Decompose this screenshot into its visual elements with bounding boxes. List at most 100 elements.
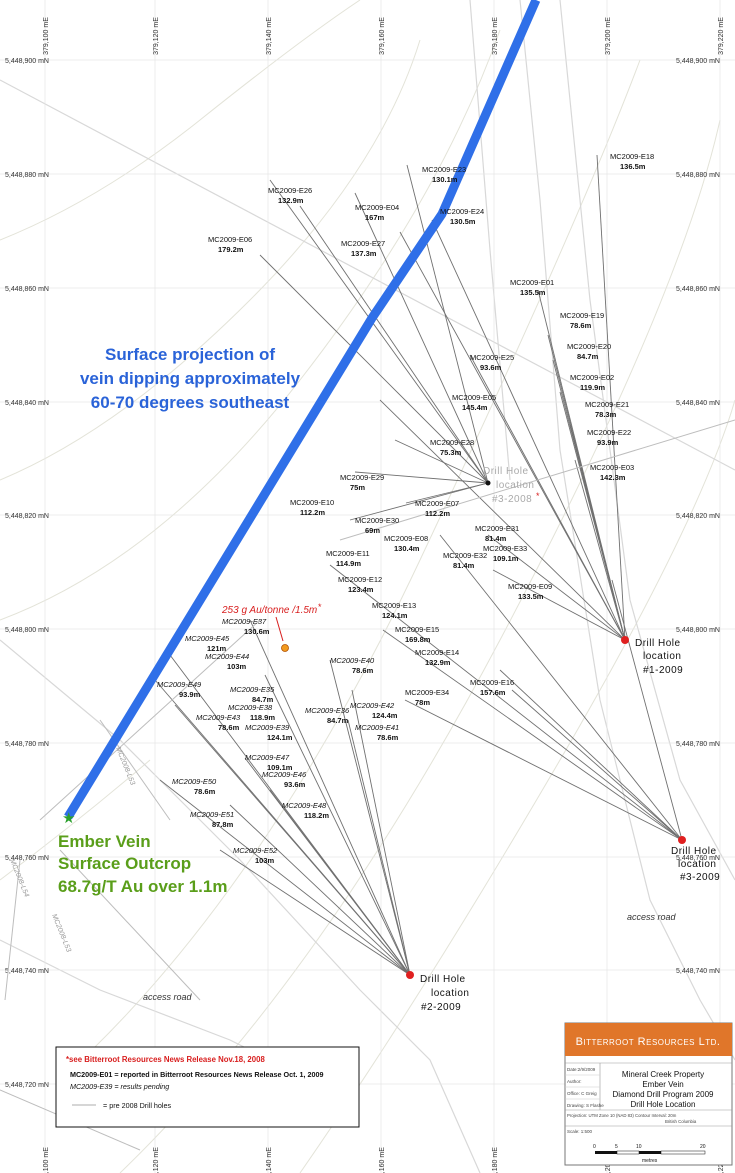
dh3-line1: Drill Hole (671, 846, 717, 857)
hole-label-length: 130.4m (394, 544, 420, 553)
dh1-line3: #1-2009 (643, 665, 683, 676)
drill-hole-location-2-2009: Drill Hole location #2-2009 (406, 971, 469, 1013)
hole-label-name: MC2009-E30 (355, 516, 399, 525)
dh3-line2: location (678, 859, 716, 870)
dh3-line3: #3-2009 (680, 872, 720, 883)
easting-label-top: 379,220 mE (718, 17, 725, 55)
pending-hole-label-name: MC2009-E42 (350, 701, 395, 710)
pending-hole-label-length: 78.6m (218, 723, 240, 732)
easting-label-top: 379,120 mE (153, 17, 160, 55)
dh2008-line2: location (496, 480, 534, 491)
dh2008-line3: #3-2008 (492, 494, 532, 505)
pending-hole-label-length: 124.4m (372, 711, 398, 720)
northing-label-left: 5,448,820 mN (5, 513, 49, 520)
outcrop-annotation: Ember Vein Surface Outcrop 68.7g/T Au ov… (58, 832, 227, 896)
pending-hole-label-length: 78.6m (352, 666, 374, 675)
easting-label-bottom: 379,140 mE (266, 1147, 273, 1173)
pending-hole-label-name: MC2009-E43 (196, 713, 241, 722)
hole-label-name: MC2009-E25 (470, 353, 514, 362)
sample-note-star: * (318, 602, 322, 612)
northing-label-right: 5,448,880 mN (676, 172, 720, 179)
tb-title-2: Ember Vein (642, 1080, 683, 1089)
pending-hole-label-length: 109.1m (267, 763, 293, 772)
tb-field-author: Author: (567, 1079, 582, 1084)
access-road-label-1: access road (627, 912, 677, 922)
hole-label-length: 109.1m (493, 554, 519, 563)
legend-box: *see Bitterroot Resources News Release N… (55, 1046, 360, 1128)
drill-hole-location-3-2008: Drill Hole location #3-2008 * (483, 466, 540, 505)
dh2-line2: location (431, 988, 469, 999)
pending-hole-label-name: MC2009-E38 (228, 703, 273, 712)
pending-hole-label-length: 124.1m (267, 733, 293, 742)
hole-label-name: MC2009-E32 (443, 551, 487, 560)
northing-label-left: 5,448,760 mN (5, 855, 49, 862)
hole-label-name: MC2009-E14 (415, 648, 459, 657)
hole-label-name: MC2009-E09 (508, 582, 552, 591)
hole-label-length: 169.8m (405, 635, 431, 644)
hole-label-length: 112.2m (300, 508, 325, 517)
pending-hole-label-name: MC2009-E44 (205, 652, 249, 661)
old-hole-label-3: MC2008-L53 (50, 913, 72, 953)
hole-label-name: MC2009-E05 (452, 393, 496, 402)
pending-hole-label-name: MC2009-E39 (245, 723, 290, 732)
easting-label-top: 379,100 mE (43, 17, 50, 55)
dh1-line2: location (643, 651, 681, 662)
pending-hole-label-name: MC2009-E46 (262, 770, 307, 779)
outcrop-line1: Ember Vein (58, 832, 151, 851)
sample-point (281, 644, 289, 652)
sample-arrow (275, 616, 284, 642)
easting-label-top: 379,140 mE (266, 17, 273, 55)
northing-label-right: 5,448,800 mN (676, 627, 720, 634)
vein-annotation-line1: Surface projection of (105, 345, 275, 364)
hole-label-length: 137.3m (351, 249, 377, 258)
hole-label-length: 135.5m (520, 288, 546, 297)
hole-label-name: MC2009-E28 (430, 438, 474, 447)
dh2-line1: Drill Hole (420, 974, 466, 985)
hole-label-length: 84.7m (577, 352, 599, 361)
hole-label-length: 123.4m (348, 585, 374, 594)
pending-hole-label-length: 103m (227, 662, 247, 671)
vein-projection (64, 0, 541, 820)
hole-label-length: 78m (415, 698, 430, 707)
hole-label-length: 69m (365, 526, 380, 535)
hole-label-length: 75.3m (440, 448, 462, 457)
pending-hole-label-length: 84.7m (327, 716, 349, 725)
tb-region: British Columbia (665, 1119, 697, 1124)
hole-label-length: 145.4m (462, 403, 488, 412)
tb-title-1: Mineral Creek Property (622, 1070, 704, 1079)
hole-label-length: 124.1m (382, 611, 408, 620)
hole-label-length: 93.6m (480, 363, 502, 372)
northing-label-right: 5,448,900 mN (676, 58, 720, 65)
pending-hole-label-length: 103m (255, 856, 275, 865)
dh1-line1: Drill Hole (635, 638, 681, 649)
hole-label-length: 75m (350, 483, 365, 492)
hole-label-name: MC2009-E26 (268, 186, 312, 195)
outcrop-line2: Surface Outcrop (58, 854, 191, 873)
hole-label-name: MC2009-E08 (384, 534, 428, 543)
northing-label-left: 5,448,800 mN (5, 627, 49, 634)
hole-label-name: MC2009-E22 (587, 428, 631, 437)
hole-label-name: MC2009-E11 (326, 549, 370, 558)
pending-hole-label-name: MC2009-E37 (222, 617, 267, 626)
pending-hole-label-length: 118.2m (304, 811, 329, 820)
northing-label-right: 5,448,760 mN (676, 855, 720, 862)
hole-label-name: MC2009-E03 (590, 463, 634, 472)
easting-label-bottom: 379,180 mE (492, 1147, 499, 1173)
easting-label-top: 379,200 mE (605, 17, 612, 55)
hole-label-length: 136.5m (620, 162, 646, 171)
easting-label-top: 379,160 mE (379, 17, 386, 55)
northing-label-left: 5,448,860 mN (5, 286, 49, 293)
hole-label-name: MC2009-E29 (340, 473, 384, 482)
scale-bar: 0 5 10 20 metres (593, 1144, 706, 1164)
pending-hole-label-name: MC2009-E47 (245, 753, 290, 762)
hole-label-length: 119.9m (580, 383, 605, 392)
pending-hole-label-name: MC2009-E49 (157, 680, 202, 689)
hole-label-length: 78.6m (570, 321, 592, 330)
northing-label-right: 5,448,740 mN (676, 968, 720, 975)
easting-label-top: 379,180 mE (492, 17, 499, 55)
hole-label-name: MC2009-E07 (415, 499, 459, 508)
pending-hole-label-name: MC2009-E36 (305, 706, 350, 715)
